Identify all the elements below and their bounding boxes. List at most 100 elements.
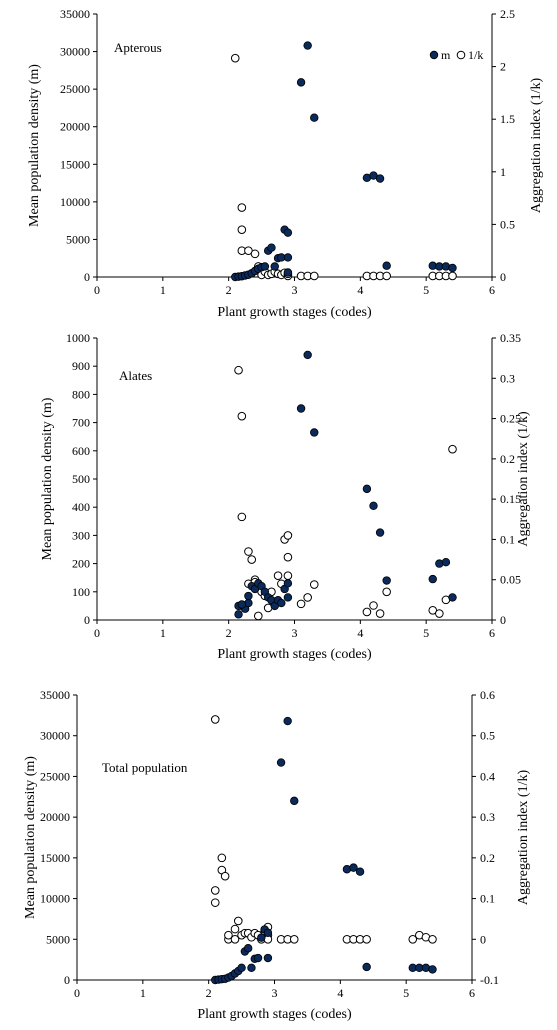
x-tick-label: 0 [94, 626, 100, 640]
y-tick-label: 35000 [40, 688, 70, 702]
x-tick-label: 5 [423, 283, 429, 297]
data-point-m [362, 484, 372, 494]
y-tick-label: 500 [72, 472, 90, 486]
data-point-1k [296, 599, 306, 609]
y-tick-label: 15000 [60, 157, 90, 171]
data-point-m [276, 758, 286, 767]
panel-title: Total population [102, 760, 188, 775]
y2-tick-label: 0.15 [500, 492, 521, 506]
data-point-1k [273, 571, 283, 580]
data-point-1k [382, 271, 391, 281]
data-point-m [277, 598, 286, 608]
data-point-m [349, 863, 358, 872]
y-tick-label: 5000 [66, 232, 90, 246]
data-point-1k [237, 203, 247, 212]
data-point-1k [369, 601, 378, 610]
y-tick-label: 700 [72, 416, 90, 430]
data-point-m [303, 41, 312, 50]
data-point-1k [217, 853, 227, 863]
y-tick-label: 0 [84, 270, 90, 284]
y-tick-label: 20000 [40, 810, 70, 824]
x-tick-label: 4 [357, 283, 363, 297]
data-point-1k [247, 555, 257, 564]
x-tick-label: 5 [423, 626, 429, 640]
y2-tick-label: 0.2 [500, 452, 515, 466]
data-point-1k [230, 934, 240, 944]
y-axis-label: Mean population density (m) [27, 64, 42, 227]
x-tick-label: 1 [140, 986, 146, 1000]
data-point-1k [289, 934, 299, 944]
data-point-1k [448, 444, 457, 454]
data-point-m [237, 600, 247, 609]
data-point-1k [283, 571, 293, 580]
x-axis-label: Plant growth stages (codes) [217, 647, 372, 662]
data-point-1k [375, 609, 385, 618]
x-tick-label: 5 [403, 986, 409, 1000]
y2-tick-label: 0.3 [480, 810, 495, 824]
legend-label-1k: 1/k [468, 48, 483, 62]
y2-tick-label: 0.25 [500, 412, 521, 426]
data-point-1k [435, 609, 444, 618]
x-tick-label: 2 [226, 626, 232, 640]
legend-label-m: m [441, 48, 451, 62]
y2-tick-label: 0.4 [480, 769, 495, 783]
y-tick-label: 800 [72, 387, 90, 401]
data-point-m [375, 528, 385, 537]
data-point-m [448, 263, 457, 273]
y-tick-label: 0 [64, 973, 70, 987]
y-tick-label: 10000 [60, 195, 90, 209]
data-point-1k [210, 715, 220, 724]
y-tick-label: 900 [72, 359, 90, 373]
data-point-m [283, 268, 293, 277]
data-point-m [382, 576, 391, 585]
x-axis-label: Plant growth stages (codes) [217, 305, 372, 320]
data-point-m [257, 933, 266, 942]
x-tick-label: 0 [94, 283, 100, 297]
y-tick-label: 10000 [40, 892, 70, 906]
y-tick-label: 30000 [40, 729, 70, 743]
x-tick-label: 4 [357, 626, 363, 640]
y-axis-label: Mean population density (m) [23, 756, 38, 919]
legend-marker-1k [456, 50, 466, 60]
data-point-m [296, 404, 306, 413]
data-point-1k [210, 886, 220, 895]
chart-panel-1: 0 1 2 3 4 5 6050001000015000200002500030000350… [27, 7, 544, 320]
data-point-m [355, 867, 365, 876]
data-point-m [382, 261, 391, 270]
legend-marker-m [429, 50, 439, 60]
x-tick-label: 6 [489, 626, 495, 640]
data-point-m [237, 963, 246, 972]
data-point-m [267, 243, 276, 252]
data-point-m [310, 113, 319, 122]
data-point-m [448, 593, 457, 602]
data-point-1k [234, 365, 243, 375]
data-point-m [441, 557, 451, 567]
data-point-m [369, 501, 378, 510]
data-point-m [283, 579, 293, 588]
data-point-m [283, 253, 293, 262]
data-point-m [247, 963, 256, 972]
data-point-1k [309, 271, 319, 281]
data-point-1k [230, 53, 240, 63]
y-tick-label: 15000 [40, 851, 70, 865]
y2-tick-label: 0.05 [500, 573, 521, 587]
data-point-1k [233, 916, 243, 926]
y2-tick-label: 0.35 [500, 331, 521, 345]
x-tick-label: 4 [337, 986, 343, 1000]
y-tick-label: 1000 [66, 331, 90, 345]
x-tick-label: 1 [160, 626, 166, 640]
legend: m 1/k [429, 48, 483, 62]
y-tick-label: 100 [72, 585, 90, 599]
x-tick-label: 1 [160, 283, 166, 297]
y-tick-label: 600 [72, 444, 90, 458]
y-tick-label: 25000 [60, 82, 90, 96]
data-point-m [296, 78, 306, 87]
data-point-m [263, 928, 273, 937]
data-point-1k [237, 512, 247, 522]
x-tick-label: 3 [292, 283, 298, 297]
y2-tick-label: 0 [500, 613, 506, 627]
y2-tick-label: 0 [480, 932, 486, 946]
x-tick-label: 0 [74, 986, 80, 1000]
data-point-m [243, 944, 253, 953]
